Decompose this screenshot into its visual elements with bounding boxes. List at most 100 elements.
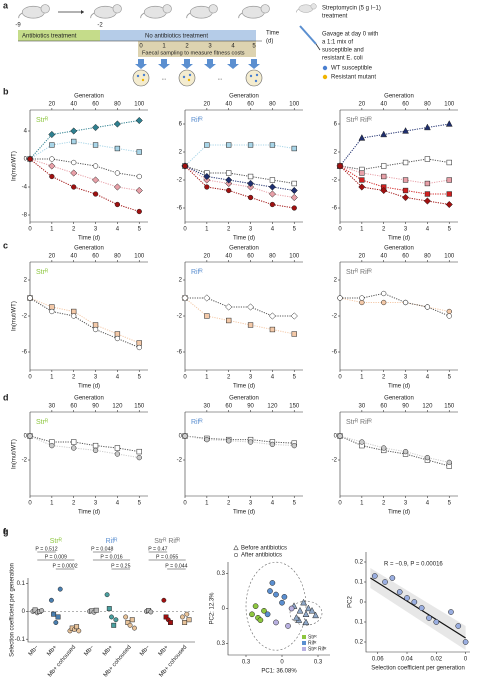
marker bbox=[113, 183, 122, 191]
marker bbox=[70, 169, 78, 177]
y-tick-label: 0 bbox=[360, 600, 364, 606]
marker bbox=[179, 614, 185, 620]
x-tick-label: 2 bbox=[382, 501, 386, 507]
marker bbox=[92, 163, 99, 169]
marker bbox=[225, 176, 233, 184]
marker bbox=[71, 308, 77, 315]
x-tick-label: 5 bbox=[138, 227, 142, 233]
marker bbox=[389, 575, 396, 581]
x-tick-label: 1 bbox=[50, 501, 54, 507]
x2-tick-label: 120 bbox=[267, 404, 278, 410]
x-tick-label: 0 bbox=[183, 501, 187, 507]
marker bbox=[296, 606, 304, 614]
x-tick-label: 1 bbox=[360, 375, 364, 381]
y-tick-label: 2 bbox=[179, 150, 183, 156]
treatment-text: treatment bbox=[322, 14, 348, 20]
x2-tick-label: 80 bbox=[114, 254, 121, 260]
x-tick-label: 0 bbox=[28, 501, 32, 507]
marker bbox=[381, 290, 387, 297]
y-tick-label: 6 bbox=[334, 122, 338, 128]
y-tick-label: -2 bbox=[332, 314, 338, 320]
panel-label: d bbox=[3, 392, 9, 402]
marker bbox=[404, 595, 410, 601]
x-tick-label: 5 bbox=[293, 375, 297, 381]
marker bbox=[281, 594, 288, 600]
series-line bbox=[29, 435, 140, 453]
x-tick-label: 3 bbox=[404, 501, 408, 507]
x-tick-label: 0 bbox=[183, 375, 187, 381]
marker bbox=[290, 193, 298, 202]
marker bbox=[111, 622, 117, 628]
panel-label: a bbox=[3, 0, 9, 10]
marker bbox=[91, 123, 100, 132]
panel-label: f bbox=[3, 526, 7, 536]
x2-tick-label: 80 bbox=[269, 102, 276, 108]
group-title: Strᴿ Rifᴿ bbox=[154, 538, 181, 545]
y-tick-label: 0 bbox=[334, 434, 338, 440]
x2-tick-label: 40 bbox=[70, 254, 77, 260]
axis-line bbox=[27, 578, 195, 643]
x2-tick-label: 20 bbox=[359, 254, 366, 260]
marker bbox=[74, 624, 80, 630]
legend-label: Rifᴿ bbox=[308, 640, 317, 646]
marker bbox=[290, 312, 298, 320]
time-tick: 2 bbox=[185, 44, 189, 50]
y-tick-label: 0 bbox=[22, 609, 26, 615]
petri-dish bbox=[245, 69, 263, 87]
panel-label: c bbox=[3, 240, 8, 250]
gavage-text: susceptible and bbox=[322, 48, 364, 54]
marker bbox=[204, 184, 210, 190]
x-tick-label: 4 bbox=[426, 375, 430, 381]
marker bbox=[359, 177, 365, 183]
legend-label: Resistant mutant bbox=[331, 75, 376, 81]
series-line bbox=[184, 165, 295, 184]
x2-tick-label: 80 bbox=[114, 102, 121, 108]
marker bbox=[39, 608, 45, 614]
x-tick-label: Mb− bbox=[28, 644, 41, 657]
y-tick-label: 4 bbox=[24, 129, 28, 135]
p-value: P = 0.055 bbox=[156, 554, 178, 560]
y-axis-label: Selection coefficient per generation bbox=[10, 563, 16, 657]
phase-bar bbox=[18, 30, 100, 41]
x-tick-label: Mb+ bbox=[46, 644, 59, 657]
marker bbox=[371, 573, 378, 579]
marker bbox=[49, 142, 55, 148]
panel-title: Strᴿ bbox=[36, 269, 49, 276]
phase-label: No antibiotics treatment bbox=[145, 34, 208, 40]
y-tick-label: 0.1 bbox=[355, 580, 364, 586]
series-line bbox=[339, 158, 450, 171]
marker bbox=[424, 191, 431, 197]
y-axis-label: ln(mut/WT) bbox=[12, 301, 18, 331]
marker bbox=[308, 606, 316, 614]
x-axis-label: Time (d) bbox=[388, 510, 410, 516]
colonies bbox=[136, 73, 259, 83]
marker bbox=[114, 170, 121, 176]
marker bbox=[182, 433, 188, 439]
x-tick-label: 5 bbox=[293, 227, 297, 233]
marker bbox=[402, 127, 409, 134]
x2-tick-label: 60 bbox=[70, 404, 77, 410]
marker bbox=[446, 177, 452, 183]
x2-tick-label: 100 bbox=[289, 102, 300, 108]
panel-title: Strᴿ bbox=[36, 419, 49, 426]
legend-dot bbox=[322, 65, 328, 71]
series-line bbox=[184, 435, 295, 444]
panel-title: Rifᴿ bbox=[191, 269, 204, 276]
series-line bbox=[184, 297, 295, 335]
y-tick-label: 0.3 bbox=[217, 571, 226, 577]
x-tick-label: 3 bbox=[94, 375, 98, 381]
series-line bbox=[339, 435, 450, 463]
x2-tick-label: 120 bbox=[422, 404, 433, 410]
x-tick-label: 1 bbox=[360, 227, 364, 233]
marker bbox=[104, 592, 110, 598]
marker bbox=[337, 433, 343, 439]
series-line bbox=[184, 165, 295, 198]
x2-axis-label: Generation bbox=[74, 94, 104, 100]
y-tick-label: 6 bbox=[179, 122, 183, 128]
series-line bbox=[339, 123, 450, 167]
marker bbox=[402, 448, 409, 455]
x-tick-label: 2 bbox=[72, 375, 76, 381]
marker bbox=[273, 591, 279, 598]
marker bbox=[358, 183, 366, 191]
time-unit: (d) bbox=[266, 39, 273, 45]
